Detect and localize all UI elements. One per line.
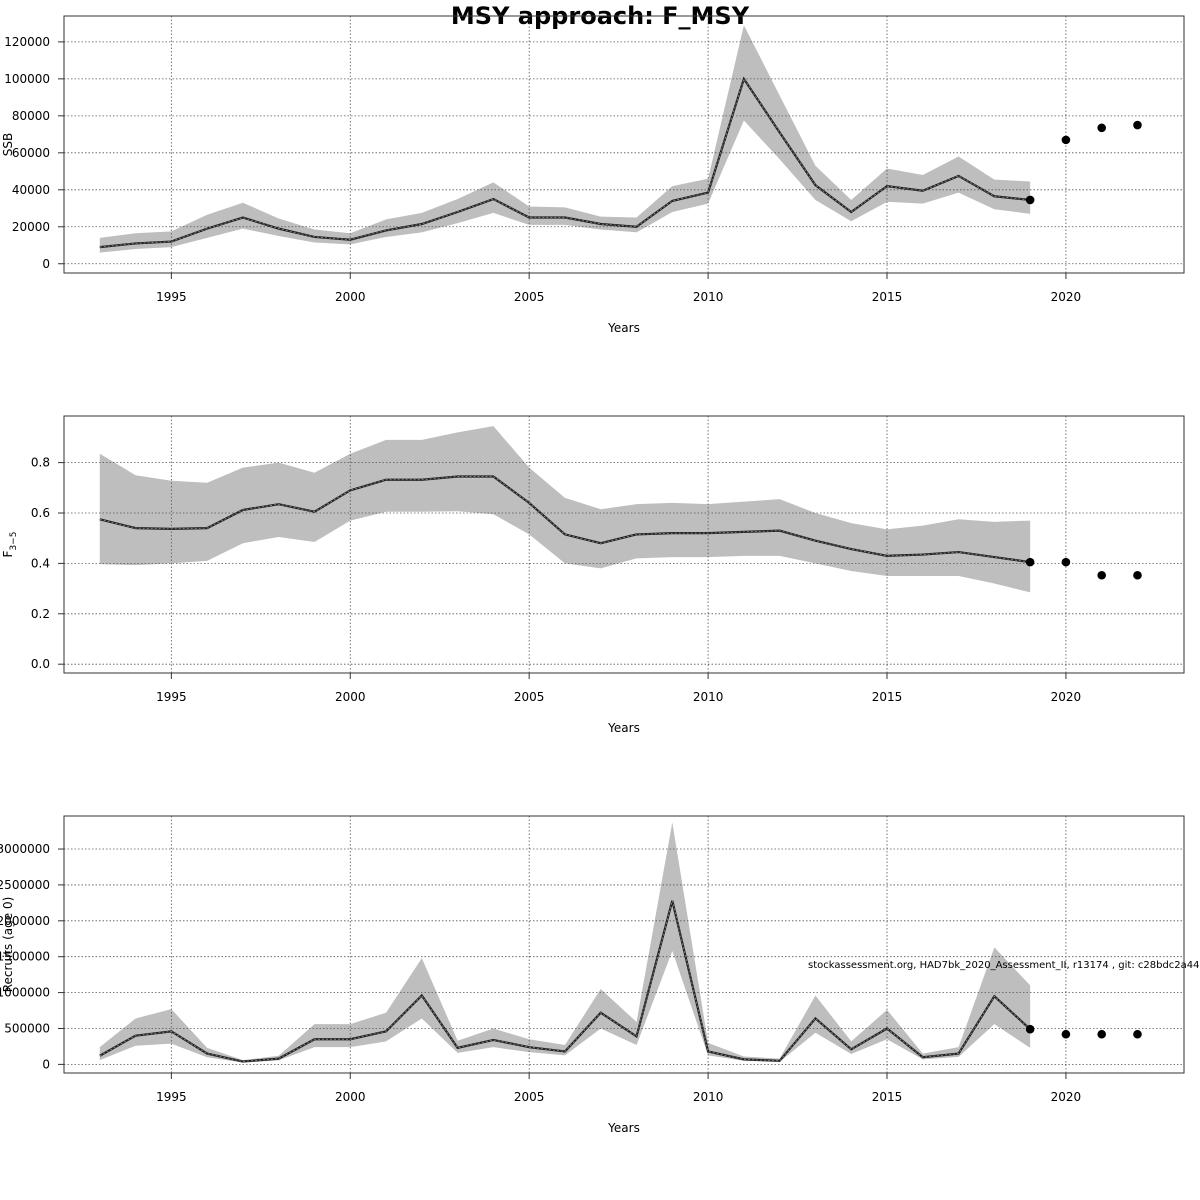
x-tick-label: 2005	[514, 690, 545, 704]
plot-area	[64, 416, 1184, 673]
panel-frame	[63, 15, 1185, 274]
y-tick-label: 0.4	[31, 556, 50, 570]
x-axis-label: Years	[607, 1121, 640, 1135]
x-tick-label: 2010	[693, 290, 724, 304]
x-axis-label: Years	[607, 321, 640, 335]
forecast-point	[1097, 123, 1106, 133]
forecast-point	[1097, 570, 1106, 580]
x-tick-label: 2005	[514, 1090, 545, 1104]
plot-area	[64, 16, 1184, 273]
forecast-point	[1061, 1029, 1071, 1039]
estimate-line-dots	[99, 476, 1031, 563]
x-tick-label: 2000	[335, 690, 366, 704]
y-tick-label: 3000000	[0, 842, 50, 856]
x-tick-label: 2015	[872, 290, 903, 304]
y-tick-label: 60000	[12, 146, 50, 160]
panel-ssb: 1995 2000 2005 2010 2015 2020 0 20000 40000 60000…	[1, 15, 1185, 335]
forecast-point	[1097, 1029, 1106, 1039]
x-tick-label: 2020	[1051, 690, 1082, 704]
x-tick-label: 2000	[335, 290, 366, 304]
y-axis-label: F3−5	[1, 532, 19, 558]
forecast-point	[1025, 1024, 1035, 1034]
confidence-band	[99, 25, 1031, 253]
y-tick-label: 2000000	[0, 914, 50, 928]
x-tick-label: 2015	[872, 1090, 903, 1104]
y-tick-label: 20000	[12, 220, 50, 234]
forecast-point	[1025, 557, 1035, 567]
panel-frame	[63, 415, 1185, 674]
y-tick-label: 0.0	[31, 657, 50, 671]
forecast-point	[1133, 1029, 1142, 1039]
y-tick-label: 40000	[12, 183, 50, 197]
x-tick-label: 1995	[156, 1090, 187, 1104]
y-tick-label: 0	[42, 257, 50, 271]
forecast-point	[1133, 120, 1142, 130]
y-tick-label: 500000	[4, 1021, 50, 1035]
estimate-line-dots	[99, 78, 1031, 248]
y-tick-label: 80000	[12, 109, 50, 123]
y-axis-label-main: F	[1, 550, 15, 557]
y-axis-label-sub: 3−5	[9, 532, 19, 551]
x-tick-label: 2010	[693, 690, 724, 704]
y-axis-label: SSB	[1, 133, 15, 156]
y-tick-label: 2500000	[0, 878, 50, 892]
confidence-band	[99, 822, 1031, 1063]
x-tick-label: 2010	[693, 1090, 724, 1104]
forecast-point	[1025, 195, 1035, 205]
forecast-point	[1061, 557, 1071, 567]
x-tick-label: 1995	[156, 290, 187, 304]
y-axis-label: Recruits (age 0)	[1, 897, 15, 993]
panel-recruitment: 1995 2000 2005 2010 2015 2020 0 500000 1000000 15…	[0, 815, 1185, 1135]
y-tick-label: 100000	[4, 72, 50, 86]
x-tick-label: 2000	[335, 1090, 366, 1104]
y-tick-label: 1000000	[0, 986, 50, 1000]
y-tick-label: 0	[42, 1057, 50, 1071]
plot-area	[64, 816, 1184, 1073]
y-tick-label: 120000	[4, 35, 50, 49]
x-tick-label: 2005	[514, 290, 545, 304]
confidence-band	[99, 426, 1031, 593]
x-tick-label: 2020	[1051, 1090, 1082, 1104]
forecast-point	[1061, 135, 1071, 145]
x-axis-label: Years	[607, 721, 640, 735]
forecast-point	[1133, 570, 1142, 580]
y-tick-label: 1500000	[0, 950, 50, 964]
panel-fbar: 1995 2000 2005 2010 2015 2020 0.0 0.2 0.4 0.6 0.8 Y…	[1, 415, 1185, 735]
x-tick-label: 1995	[156, 690, 187, 704]
x-tick-label: 2020	[1051, 290, 1082, 304]
panels: 1995 2000 2005 2010 2015 20200200004000060000…	[0, 15, 1185, 1135]
y-tick-label: 0.6	[31, 506, 50, 520]
y-tick-label: 0.2	[31, 607, 50, 621]
estimate-line-dots	[99, 900, 1031, 1062]
y-tick-label: 0.8	[31, 456, 50, 470]
panel-frame	[63, 815, 1185, 1074]
footnote: stockassessment.org, HAD7bk_2020_Assessm…	[808, 960, 1200, 971]
x-tick-label: 2015	[872, 690, 903, 704]
